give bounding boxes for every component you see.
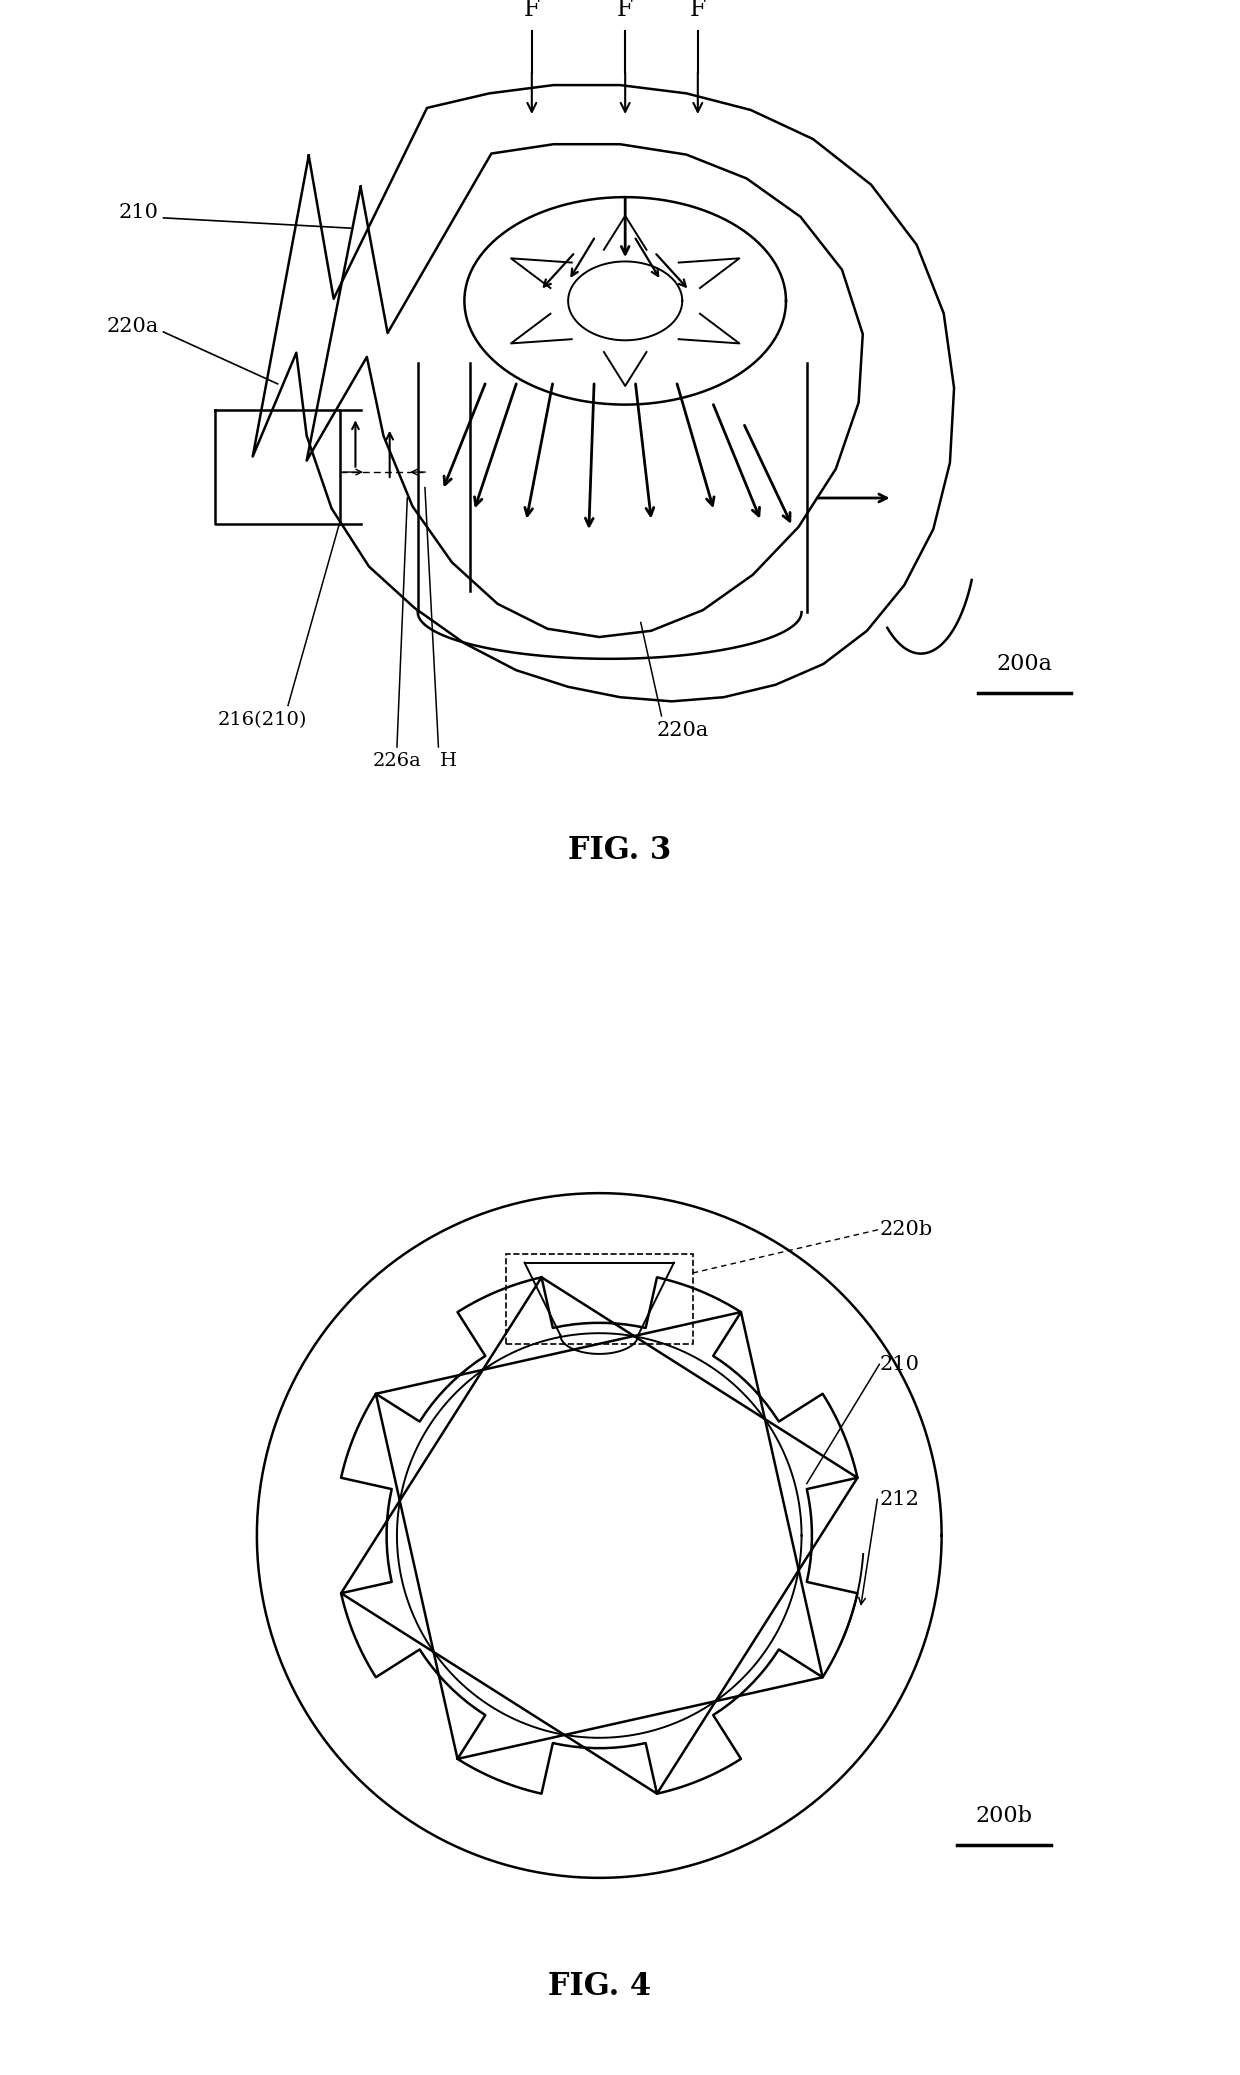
Text: H: H [440,753,458,770]
Text: 216(210): 216(210) [217,710,306,728]
Text: 212: 212 [879,1490,919,1509]
Text: 220a: 220a [107,317,159,336]
Text: F: F [689,0,706,21]
Text: 226a: 226a [372,753,422,770]
Text: FIG. 4: FIG. 4 [548,1971,651,2002]
Text: 200a: 200a [997,654,1053,674]
Bar [506,1253,693,1345]
Text: 220a: 220a [656,722,708,741]
Text: 220b: 220b [879,1220,932,1239]
Text: 200b: 200b [976,1805,1033,1826]
Text: F: F [523,0,539,21]
Text: F: F [618,0,634,21]
Text: 210: 210 [879,1355,919,1374]
Text: FIG. 3: FIG. 3 [568,836,672,865]
Text: 210: 210 [118,203,159,222]
